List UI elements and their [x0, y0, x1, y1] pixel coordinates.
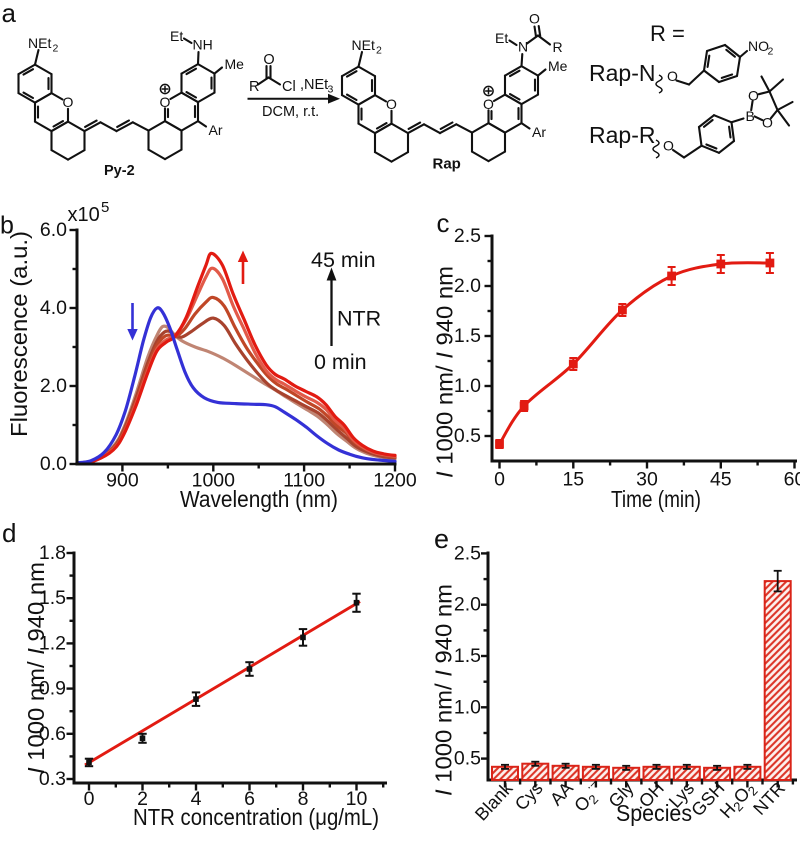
svg-text:O: O: [483, 96, 494, 112]
svg-text:0 min: 0 min: [314, 350, 367, 374]
svg-text:0.5: 0.5: [454, 425, 481, 447]
svg-text:b: b: [0, 212, 14, 240]
svg-text:B: B: [746, 108, 755, 124]
svg-text:1.5: 1.5: [454, 645, 481, 667]
svg-text:900: 900: [106, 470, 139, 492]
svg-text:1200: 1200: [373, 470, 417, 492]
svg-text:R =: R =: [650, 21, 685, 46]
svg-text:Fluorescence (a.u.): Fluorescence (a.u.): [6, 231, 32, 437]
svg-text:1.0: 1.0: [454, 375, 481, 397]
svg-text:1100: 1100: [283, 470, 325, 492]
svg-text:4.0: 4.0: [40, 297, 67, 319]
svg-text:Me: Me: [225, 56, 245, 72]
svg-text:2.5: 2.5: [454, 225, 481, 247]
svg-text:6: 6: [244, 788, 255, 810]
svg-text:O: O: [663, 138, 674, 154]
svg-text:Rap-N: Rap-N: [589, 60, 655, 86]
svg-text:DCM, r.t.: DCM, r.t.: [262, 104, 319, 120]
svg-text:Rap: Rap: [433, 156, 461, 173]
svg-text:2: 2: [376, 45, 382, 57]
svg-text:5: 5: [101, 199, 109, 216]
svg-text:2.0: 2.0: [454, 594, 481, 616]
svg-text:45: 45: [710, 469, 732, 491]
svg-text:6.0: 6.0: [40, 219, 67, 241]
svg-text:1000: 1000: [192, 470, 236, 492]
svg-text:1.2: 1.2: [39, 632, 66, 654]
svg-text:O: O: [263, 52, 274, 68]
svg-text:0: 0: [494, 469, 505, 491]
svg-text:NTR concentration (μg/mL): NTR concentration (μg/mL): [133, 804, 379, 830]
svg-text:O: O: [529, 11, 540, 27]
svg-text:I 1000 nm/ I 940 nm: I 1000 nm/ I 940 nm: [432, 266, 458, 478]
svg-text:2: 2: [53, 43, 59, 55]
svg-text:0.6: 0.6: [39, 723, 66, 745]
svg-text:R: R: [553, 39, 563, 55]
svg-text:I 1000 nm/ I 940 nm: I 1000 nm/ I 940 nm: [431, 584, 457, 796]
svg-text:,NEt: ,NEt: [300, 77, 328, 93]
svg-text:NTR: NTR: [337, 307, 381, 331]
svg-text:I 1000 nm/ I 940 nm: I 1000 nm/ I 940 nm: [23, 562, 49, 774]
svg-text:10: 10: [346, 788, 368, 810]
svg-text:Time (min): Time (min): [611, 486, 701, 512]
svg-text:e: e: [434, 524, 449, 554]
svg-text:2.0: 2.0: [40, 375, 67, 397]
svg-text:O: O: [667, 68, 678, 84]
svg-text:O: O: [748, 88, 759, 104]
svg-text:2: 2: [768, 46, 774, 58]
svg-text:2.0: 2.0: [454, 275, 481, 297]
svg-text:O: O: [63, 94, 74, 110]
svg-text:Species: Species: [616, 800, 692, 826]
svg-text:2.5: 2.5: [454, 542, 481, 564]
svg-text:45 min: 45 min: [311, 248, 376, 272]
svg-text:Py-2: Py-2: [104, 163, 135, 179]
svg-text:Cl: Cl: [282, 79, 296, 95]
svg-text:Wavelength (nm): Wavelength (nm): [180, 486, 338, 512]
svg-text:NH: NH: [193, 37, 213, 53]
svg-text:8: 8: [298, 788, 309, 810]
svg-text:1.5: 1.5: [454, 325, 481, 347]
svg-text:3: 3: [328, 84, 334, 96]
svg-text:R: R: [249, 79, 259, 95]
svg-text:Ar: Ar: [532, 124, 546, 140]
svg-text:a: a: [2, 0, 17, 28]
svg-text:Me: Me: [548, 58, 568, 74]
svg-text:0.9: 0.9: [39, 678, 66, 700]
svg-text:0.3: 0.3: [39, 768, 66, 790]
svg-text:NO: NO: [748, 38, 769, 54]
svg-text:N: N: [518, 39, 528, 55]
svg-text:1.0: 1.0: [454, 696, 481, 718]
svg-text:Et: Et: [170, 28, 183, 44]
svg-text:0: 0: [84, 788, 95, 810]
svg-text:d: d: [2, 518, 16, 548]
svg-text:Et: Et: [495, 30, 508, 46]
svg-text:15: 15: [562, 469, 584, 491]
svg-text:c: c: [437, 208, 450, 238]
svg-text:NEt: NEt: [352, 37, 375, 53]
svg-text:x10: x10: [68, 204, 100, 226]
svg-text:30: 30: [636, 469, 658, 491]
svg-text:60: 60: [784, 469, 800, 491]
svg-text:O: O: [160, 94, 171, 110]
svg-text:0.0: 0.0: [40, 453, 67, 475]
svg-text:2: 2: [137, 788, 148, 810]
svg-text:1.8: 1.8: [39, 542, 66, 564]
svg-text:1.5: 1.5: [39, 587, 66, 609]
svg-text:4: 4: [191, 788, 202, 810]
svg-text:NEt: NEt: [28, 35, 51, 51]
svg-text:O: O: [762, 115, 773, 131]
svg-text:0.5: 0.5: [454, 748, 481, 770]
svg-text:Ar: Ar: [209, 122, 223, 138]
svg-text:Rap-R: Rap-R: [589, 122, 655, 148]
svg-text:O: O: [386, 96, 397, 112]
